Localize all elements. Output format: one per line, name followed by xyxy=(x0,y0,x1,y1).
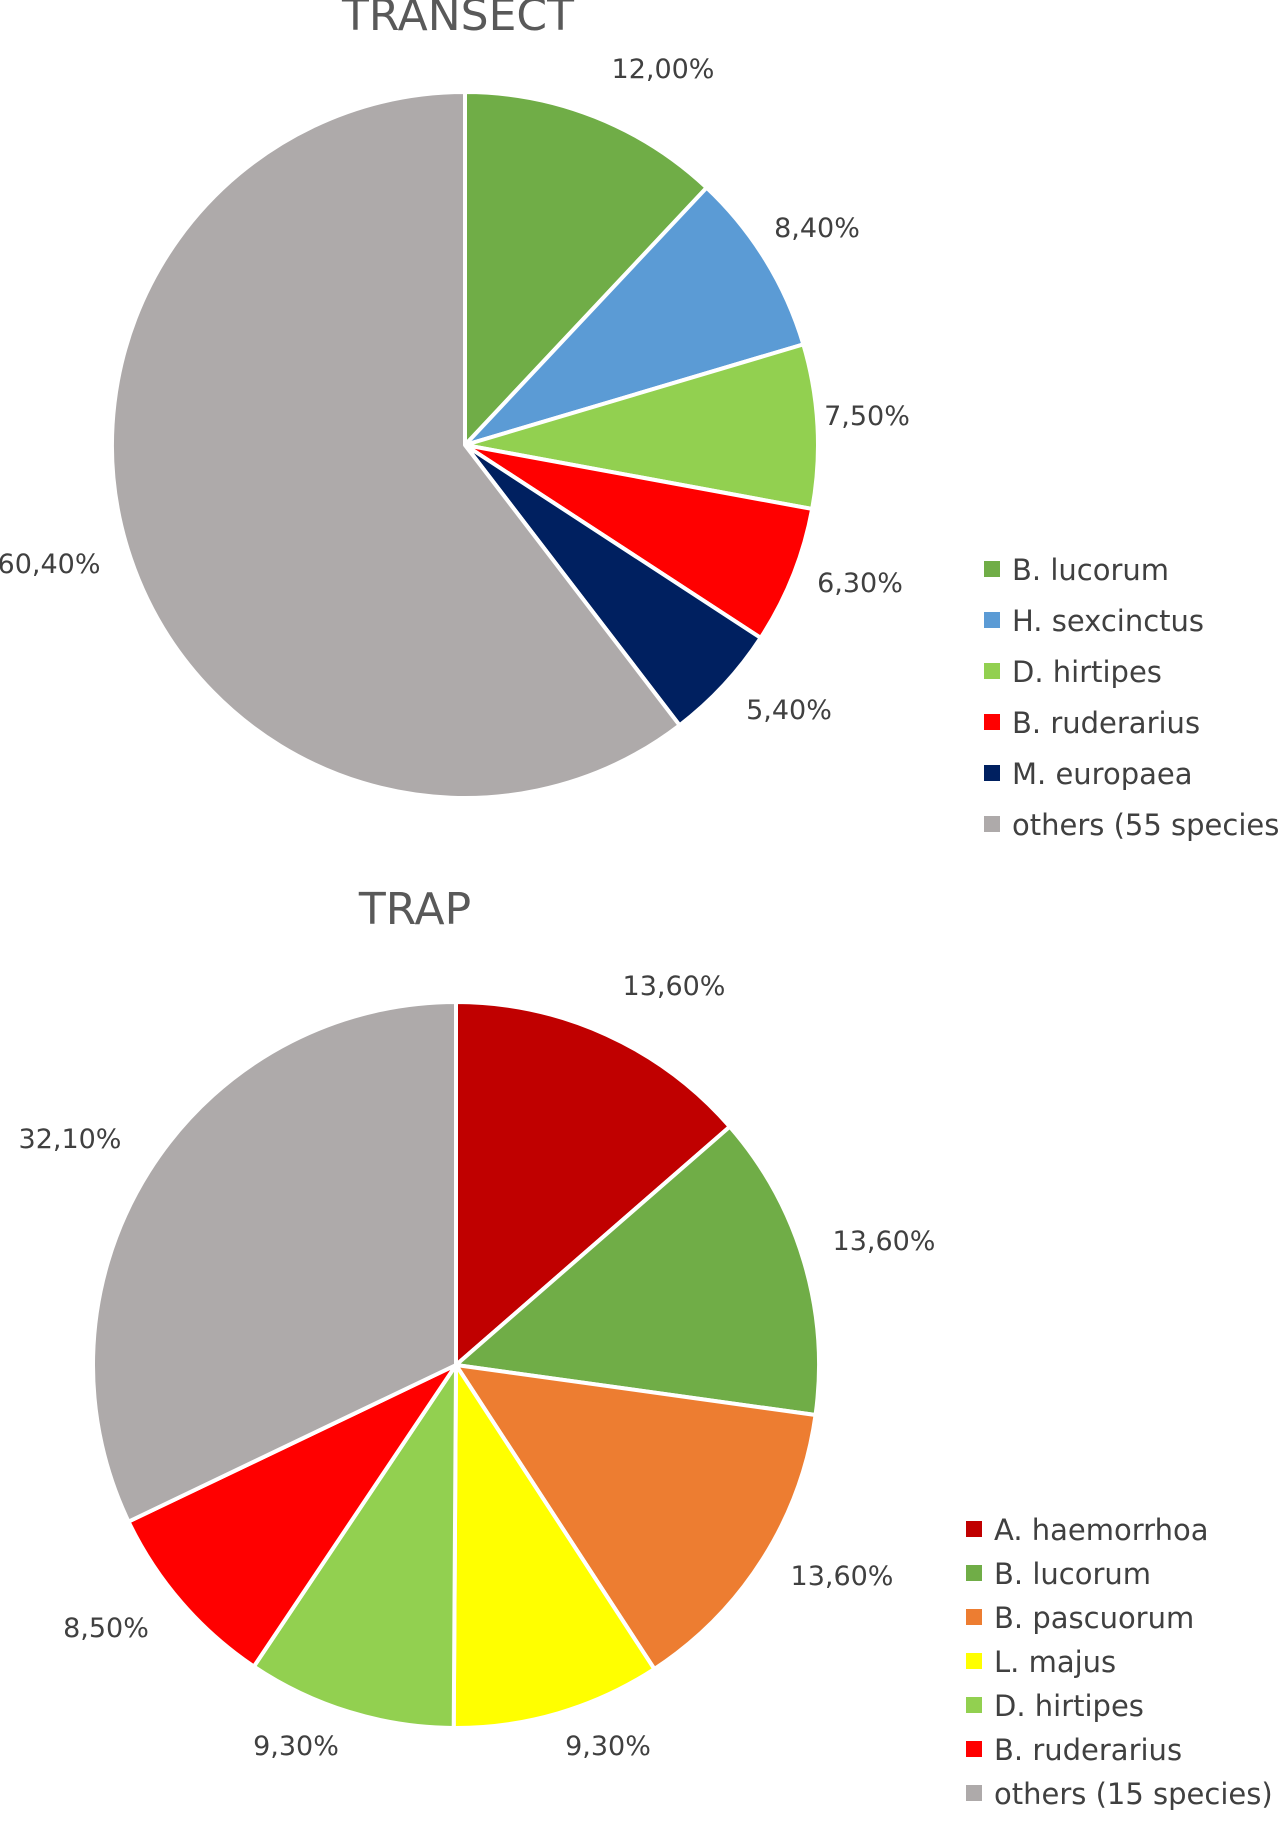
transect-data-labels: 12,00% 8,40% 7,50% 6,30% 5,40% 60,40% xyxy=(0,54,910,726)
data-label-d-hirtipes: 9,30% xyxy=(253,1731,339,1762)
data-label-b-lucorum: 12,00% xyxy=(612,54,715,85)
legend-swatch-b-lucorum xyxy=(984,561,1000,577)
data-label-b-pascuorum: 13,60% xyxy=(791,1561,894,1592)
pie-slice-h-sexcinctus xyxy=(463,185,806,447)
legend-swatch-d-hirtipes xyxy=(966,1697,982,1713)
legend-swatch-b-ruderarius xyxy=(966,1741,982,1757)
data-label-others-55-species: 60,40% xyxy=(0,549,100,580)
data-label-h-sexcinctus: 8,40% xyxy=(774,213,860,244)
data-label-d-hirtipes: 7,50% xyxy=(824,401,910,432)
pie-slice-l-majus xyxy=(451,1363,657,1730)
legend-label-h-sexcinctus: H. sexcinctus xyxy=(1012,604,1204,638)
legend-swatch-b-ruderarius xyxy=(984,714,1000,730)
transect-pie xyxy=(110,90,820,800)
legend-label-d-hirtipes: D. hirtipes xyxy=(1012,655,1162,689)
data-label-a-haemorrhoa: 13,60% xyxy=(623,971,726,1002)
pie-slice-b-lucorum xyxy=(454,1124,821,1418)
legend-swatch-others-15-species xyxy=(966,1785,982,1801)
legend-swatch-h-sexcinctus xyxy=(984,612,1000,628)
trap-legend: A. haemorrhoa B. lucorum B. pascuorum L. ma… xyxy=(966,1513,1273,1811)
legend-swatch-others-55-species xyxy=(984,816,1000,832)
pie-slice-others-55-species xyxy=(110,90,682,800)
legend-label-a-haemorrhoa: A. haemorrhoa xyxy=(994,1513,1208,1547)
pie-slice-d-hirtipes xyxy=(463,342,820,511)
legend-label-others-15-species: others (15 species) xyxy=(994,1777,1273,1811)
trap-pie xyxy=(91,1000,821,1730)
transect-title: TRANSECT xyxy=(341,0,574,41)
pie-slice-b-ruderarius xyxy=(126,1363,458,1669)
trap-chart: TRAP 13,60% 13,60% 13,60% 9,30% 9,30% 8,50% 32… xyxy=(19,884,1273,1811)
data-label-m-europaea: 5,40% xyxy=(746,695,832,726)
legend-label-b-lucorum: B. lucorum xyxy=(994,1557,1151,1591)
legend-label-m-europaea: M. europaea xyxy=(1012,757,1193,791)
transect-chart: TRANSECT 12,00% 8,40% 7,50% 6,30% 5,40% 60,40… xyxy=(0,0,1280,842)
trap-title: TRAP xyxy=(358,884,471,935)
legend-label-others-55-species: others (55 species) xyxy=(1012,808,1280,842)
legend-swatch-l-majus xyxy=(966,1653,982,1669)
pie-slice-d-hirtipes xyxy=(251,1363,458,1730)
data-label-l-majus: 9,30% xyxy=(565,1731,651,1762)
data-label-b-lucorum: 13,60% xyxy=(833,1226,936,1257)
legend-label-b-lucorum: B. lucorum xyxy=(1012,553,1169,587)
legend-swatch-b-lucorum xyxy=(966,1565,982,1581)
legend-label-d-hirtipes: D. hirtipes xyxy=(994,1689,1144,1723)
legend-label-b-ruderarius: B. ruderarius xyxy=(994,1733,1182,1767)
data-label-b-ruderarius: 6,30% xyxy=(817,568,903,599)
legend-swatch-d-hirtipes xyxy=(984,663,1000,679)
legend-label-b-ruderarius: B. ruderarius xyxy=(1012,706,1200,740)
pie-slice-others-15-species xyxy=(91,1000,458,1524)
pie-slice-b-pascuorum xyxy=(454,1363,818,1672)
data-label-b-ruderarius: 8,50% xyxy=(63,1613,149,1644)
legend-swatch-b-pascuorum xyxy=(966,1609,982,1625)
pie-slice-b-lucorum xyxy=(463,90,709,447)
legend-label-l-majus: L. majus xyxy=(994,1645,1116,1679)
pie-slice-a-haemorrhoa xyxy=(454,1000,732,1367)
data-label-others-15-species: 32,10% xyxy=(19,1124,122,1155)
trap-data-labels: 13,60% 13,60% 13,60% 9,30% 9,30% 8,50% 32,10% xyxy=(19,971,936,1762)
legend-swatch-m-europaea xyxy=(984,765,1000,781)
legend-label-b-pascuorum: B. pascuorum xyxy=(994,1601,1194,1635)
transect-legend: B. lucorum H. sexcinctus D. hirtipes B. rud… xyxy=(984,553,1280,842)
pie-slice-b-ruderarius xyxy=(463,443,815,640)
legend-swatch-a-haemorrhoa xyxy=(966,1521,982,1537)
